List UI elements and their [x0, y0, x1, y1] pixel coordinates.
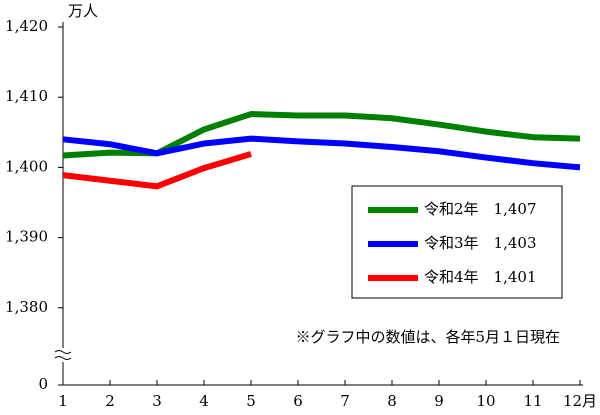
- legend-label: 令和2年 1,407: [424, 200, 537, 218]
- x-tick-label: 7: [340, 392, 350, 410]
- series-line: [62, 151, 252, 190]
- y-tick-label: 1,380: [5, 298, 48, 316]
- legend-label: 令和3年 1,403: [424, 234, 537, 252]
- x-tick-label: 10: [476, 392, 495, 410]
- axis-break: [54, 350, 72, 360]
- y-tick-label: 1,400: [5, 157, 48, 175]
- x-tick-label: 11: [523, 392, 542, 410]
- y-tick-label: 1,390: [5, 228, 48, 246]
- x-tick-label: 3: [152, 392, 162, 410]
- x-tick-label: 6: [293, 392, 303, 410]
- y-unit: 万人: [68, 2, 98, 20]
- x-tick-label: 2: [105, 392, 115, 410]
- x-tick-label: 4: [199, 392, 209, 410]
- y-tick-label: 0: [38, 375, 48, 393]
- x-tick-label: 5: [246, 392, 256, 410]
- x-tick-label: 9: [434, 392, 444, 410]
- y-tick-label: 1,410: [5, 87, 48, 105]
- annotation: ※グラフ中の数値は、各年5月１日現在: [295, 328, 560, 346]
- y-tick-label: 1,420: [5, 17, 48, 35]
- x-tick-label: 8: [387, 392, 397, 410]
- legend-label: 令和4年 1,401: [424, 268, 537, 286]
- x-tick-label: 1: [58, 392, 68, 410]
- series-line: [62, 135, 581, 171]
- x-tick-label: 12月: [563, 392, 597, 410]
